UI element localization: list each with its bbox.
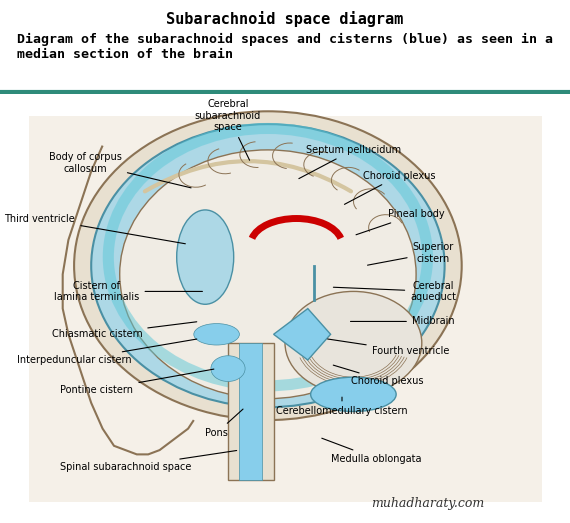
Text: Spinal subarachnoid space: Spinal subarachnoid space <box>60 450 237 472</box>
Ellipse shape <box>311 377 396 412</box>
Text: Subarachnoid space diagram: Subarachnoid space diagram <box>166 12 404 27</box>
Ellipse shape <box>211 356 245 381</box>
Text: Choroid plexus: Choroid plexus <box>344 170 435 204</box>
Text: Cerebellomedullary cistern: Cerebellomedullary cistern <box>276 397 408 416</box>
Text: Septum pellucidum: Septum pellucidum <box>299 145 401 179</box>
Ellipse shape <box>285 291 422 394</box>
Ellipse shape <box>120 150 416 399</box>
Ellipse shape <box>194 324 239 345</box>
Text: Chiasmatic cistern: Chiasmatic cistern <box>51 322 197 339</box>
Bar <box>228 343 274 480</box>
Text: Pons: Pons <box>205 409 243 438</box>
Text: Cerebral
subarachnoid
space: Cerebral subarachnoid space <box>195 99 261 160</box>
Text: Midbrain: Midbrain <box>351 316 454 326</box>
Bar <box>239 343 262 480</box>
Text: Superior
cistern: Superior cistern <box>368 242 454 265</box>
Text: Medulla oblongata: Medulla oblongata <box>322 438 421 464</box>
Text: Body of corpus
callosum: Body of corpus callosum <box>49 152 191 188</box>
Text: Cistern of
lamina terminalis: Cistern of lamina terminalis <box>54 281 202 302</box>
Text: Pontine cistern: Pontine cistern <box>60 369 214 395</box>
Text: Cerebral
aqueduct: Cerebral aqueduct <box>333 281 456 302</box>
Text: Interpeduncular cistern: Interpeduncular cistern <box>17 339 197 365</box>
Ellipse shape <box>74 111 462 420</box>
Text: Fourth ventricle: Fourth ventricle <box>328 339 449 357</box>
Text: Third ventricle: Third ventricle <box>5 213 185 244</box>
Text: Choroid plexus: Choroid plexus <box>333 365 424 386</box>
Text: Pineal body: Pineal body <box>356 209 445 235</box>
FancyArrowPatch shape <box>145 161 351 191</box>
Polygon shape <box>274 309 331 360</box>
Ellipse shape <box>91 124 445 407</box>
Ellipse shape <box>177 210 234 304</box>
Text: Diagram of the subarachnoid spaces and cisterns (blue) as seen in a
median secti: Diagram of the subarachnoid spaces and c… <box>17 33 553 61</box>
Text: muhadharaty.com: muhadharaty.com <box>371 497 484 510</box>
